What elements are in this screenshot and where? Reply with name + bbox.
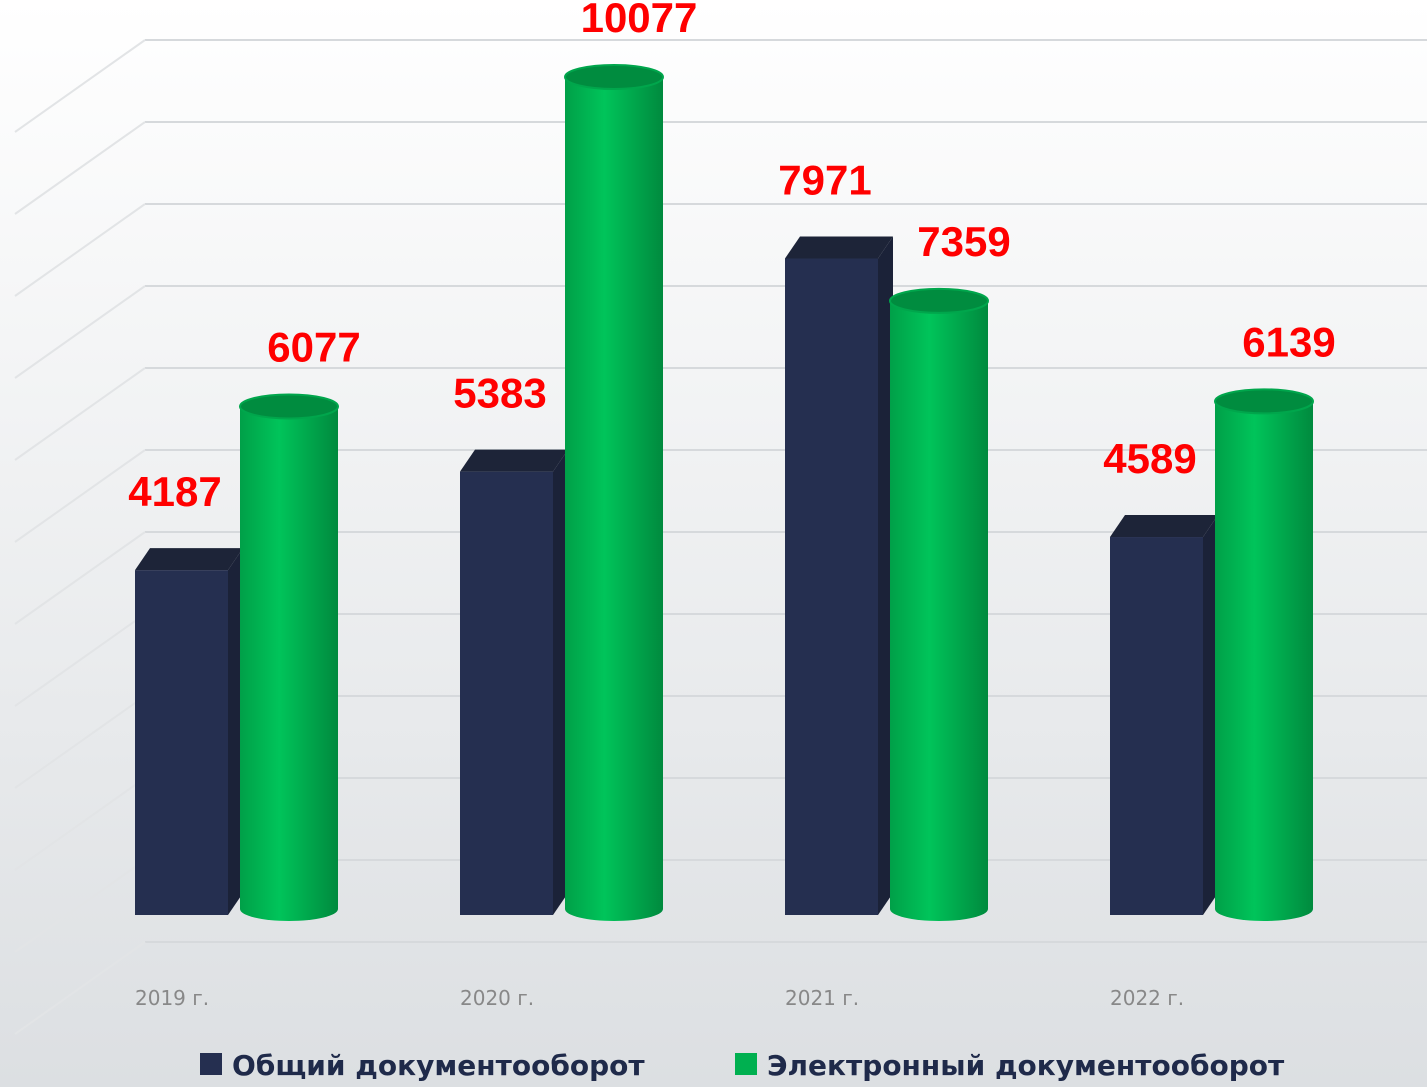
bar-side (228, 548, 243, 915)
bar-front (1110, 537, 1203, 915)
grid-line-side (14, 203, 146, 297)
data-label: 4187 (128, 468, 221, 515)
bar-side (1203, 515, 1218, 915)
x-tick-label: 2020 г. (460, 986, 534, 1010)
legend-swatch (200, 1053, 222, 1075)
grid-line (14, 121, 1427, 215)
grid-line-side (14, 613, 146, 707)
grid-line-side (14, 941, 146, 1035)
legend-label: Общий документооборот (232, 1049, 645, 1082)
bar (564, 64, 664, 921)
bar-top (785, 236, 893, 259)
bar (135, 548, 243, 915)
bar (1214, 388, 1314, 921)
grid-line (14, 39, 1427, 133)
data-label: 7359 (917, 218, 1010, 265)
grid-line-side (14, 777, 146, 871)
bar-top (460, 449, 568, 472)
grid-line-side (14, 121, 146, 215)
data-label: 7971 (778, 156, 871, 203)
legend-swatch (735, 1053, 757, 1075)
bar-front (460, 471, 553, 915)
data-label: 6139 (1242, 318, 1335, 365)
cylinder-top (889, 287, 989, 314)
bar (889, 287, 989, 921)
bar-top (1110, 515, 1218, 538)
bar (785, 236, 893, 915)
bar-top (135, 548, 243, 571)
bar-front (785, 258, 878, 915)
bar (460, 449, 568, 915)
x-tick-label: 2022 г. (1110, 986, 1184, 1010)
legend: Общий документооборот Электронный докумен… (200, 1049, 1285, 1082)
grid-line-side (14, 531, 146, 625)
grid-line-side (14, 367, 146, 461)
bar (1110, 515, 1218, 915)
grid-line-side (14, 695, 146, 789)
cylinder-top (1214, 388, 1314, 415)
data-label: 10077 (581, 0, 698, 41)
cylinder-body (1215, 401, 1313, 921)
cylinder-body (240, 406, 338, 921)
grid-line-side (14, 449, 146, 543)
grid-line (14, 941, 1427, 1035)
bar-front (135, 570, 228, 915)
data-label: 5383 (453, 370, 546, 417)
legend-label: Электронный документооборот (767, 1049, 1285, 1082)
cylinder-top (239, 393, 339, 420)
bar (239, 393, 339, 921)
x-tick-label: 2019 г. (135, 986, 209, 1010)
bar-side (878, 236, 893, 915)
cylinder-top (564, 64, 664, 90)
grid-line-side (14, 39, 146, 133)
grid-line-side (14, 285, 146, 379)
cylinder-body (890, 300, 988, 921)
x-tick-label: 2021 г. (785, 986, 859, 1010)
cylinder-body (565, 77, 663, 921)
marks: 2019 г. 4187 6077 2020 г. 5383 10077 2021 г. 79… (128, 0, 1335, 1010)
bar-side (553, 449, 568, 915)
data-label: 6077 (267, 323, 360, 370)
grid-line-side (14, 859, 146, 953)
data-label: 4589 (1103, 435, 1196, 482)
grid-line (14, 203, 1427, 297)
